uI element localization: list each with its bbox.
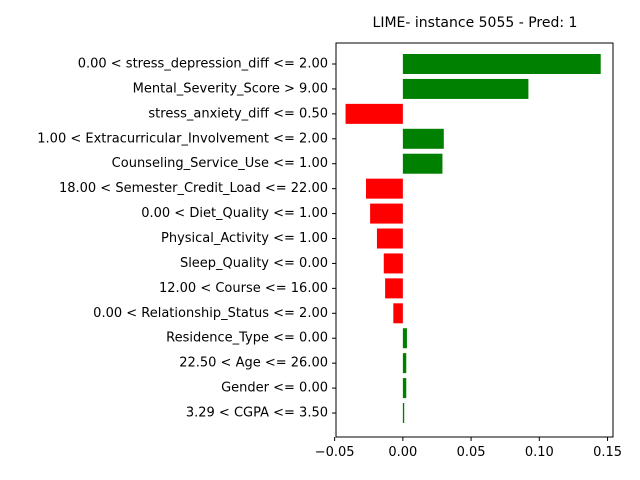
bar [366, 178, 403, 199]
y-tick-labels: 0.00 < stress_depression_diff <= 2.00 Men… [37, 57, 336, 421]
bars-group [345, 54, 601, 424]
bar [402, 128, 444, 149]
bar [370, 203, 403, 224]
bar [402, 353, 407, 374]
bar [402, 328, 407, 349]
bar [402, 153, 443, 174]
y-tick-label: Sleep_Quality <= 0.00 [180, 256, 328, 271]
bar [402, 403, 405, 424]
x-tick-label: 0.05 [457, 445, 486, 460]
y-tick-label: Physical_Activity <= 1.00 [161, 231, 328, 246]
bar [393, 303, 403, 324]
y-tick-label: Counseling_Service_Use <= 1.00 [112, 156, 328, 171]
bar [345, 103, 403, 124]
chart-title: LIME- instance 5055 - Pred: 1 [373, 15, 578, 31]
x-tick-label: −0.05 [315, 445, 355, 460]
x-tick-label: 0.00 [388, 445, 417, 460]
bar [376, 228, 403, 249]
bar [402, 78, 529, 99]
y-tick-label: 12.00 < Course <= 16.00 [159, 281, 328, 296]
y-tick-label: Gender <= 0.00 [221, 381, 328, 396]
y-tick-label: 3.29 < CGPA <= 3.50 [186, 406, 328, 421]
y-tick-label: 1.00 < Extracurricular_Involvement <= 2.… [37, 131, 328, 146]
plot-frame [335, 42, 614, 438]
bar [383, 253, 403, 274]
y-tick-label: Residence_Type <= 0.00 [166, 331, 328, 346]
y-tick-label: 0.00 < Relationship_Status <= 2.00 [93, 306, 328, 321]
y-tick-label: 22.50 < Age <= 26.00 [179, 356, 328, 371]
x-tick-label: 0.15 [593, 445, 622, 460]
bar [402, 378, 407, 399]
bar [385, 278, 403, 299]
y-tick-label: 18.00 < Semester_Credit_Load <= 22.00 [59, 181, 328, 196]
y-tick-label: 0.00 < stress_depression_diff <= 2.00 [78, 57, 328, 72]
y-tick-label: 0.00 < Diet_Quality <= 1.00 [141, 206, 328, 221]
x-ticks: −0.05 0.00 0.05 0.10 0.15 [315, 437, 622, 460]
y-tick-label: stress_anxiety_diff <= 0.50 [148, 106, 328, 121]
y-tick-label: Mental_Severity_Score > 9.00 [133, 81, 328, 96]
bar [402, 54, 601, 74]
x-tick-label: 0.10 [525, 445, 554, 460]
